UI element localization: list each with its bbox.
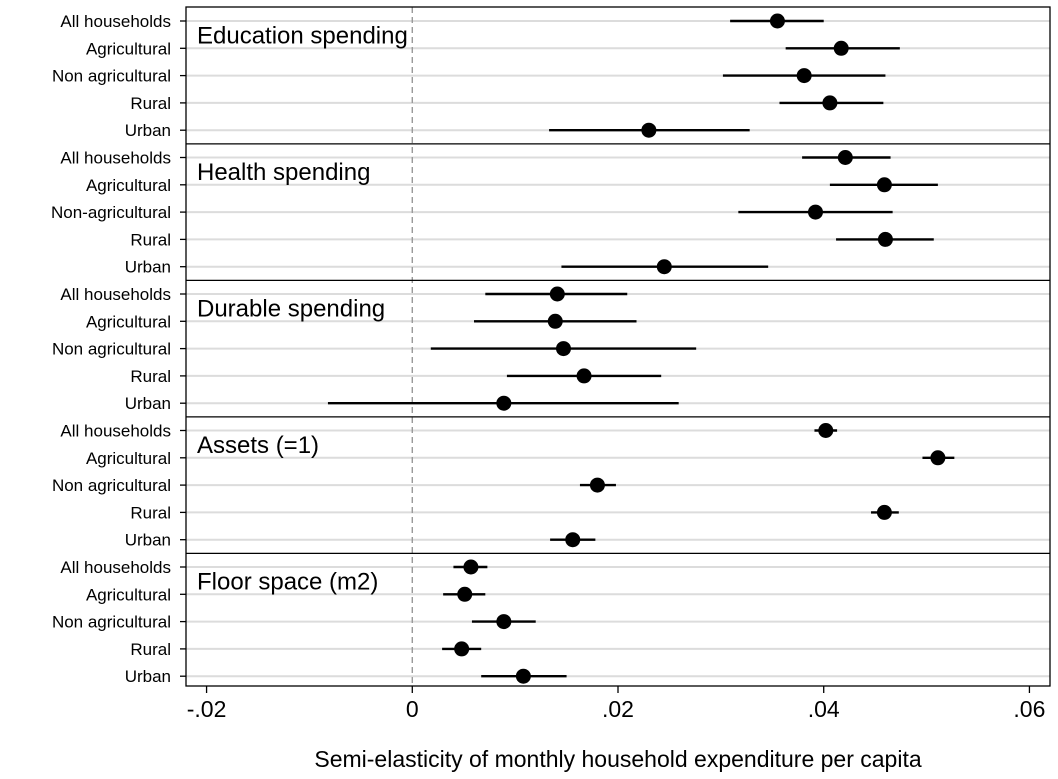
category-label: All households	[60, 12, 171, 31]
category-label: Agricultural	[86, 585, 171, 604]
estimate-point	[547, 313, 563, 329]
panel-layer: Education spending Health spending Durable…	[186, 23, 1050, 596]
x-tick-label: .04	[808, 696, 840, 722]
estimate-point	[769, 13, 785, 29]
category-labels: All households Agricultural Non agricultur…	[51, 12, 171, 686]
estimate-point	[549, 286, 565, 302]
x-tick-label: .02	[602, 696, 634, 722]
panel-title: Durable spending	[197, 296, 385, 323]
estimate-point	[822, 95, 838, 111]
category-label: Urban	[125, 531, 171, 550]
estimate-point	[565, 532, 581, 548]
x-tick-label: .06	[1013, 696, 1045, 722]
x-axis: -.02 0 .02 .04 .06	[180, 6, 1051, 722]
category-label: Non agricultural	[52, 340, 171, 359]
panel-title: Education spending	[197, 23, 408, 50]
estimate-point	[454, 641, 470, 657]
category-label: Urban	[125, 121, 171, 140]
category-label: Agricultural	[86, 176, 171, 195]
category-label: All households	[60, 422, 171, 441]
estimate-point	[807, 204, 823, 220]
category-label: Rural	[130, 367, 171, 386]
estimate-point	[796, 68, 812, 84]
marks-layer	[327, 13, 955, 684]
estimate-point	[877, 231, 893, 247]
category-label: Non agricultural	[52, 476, 171, 495]
estimate-point	[589, 477, 605, 493]
panel-title: Health spending	[197, 159, 370, 186]
category-label: All households	[60, 149, 171, 168]
category-label: Urban	[125, 667, 171, 686]
estimate-point	[837, 150, 853, 165]
category-label: All households	[60, 558, 171, 577]
category-label: Rural	[130, 230, 171, 249]
estimate-point	[656, 259, 672, 275]
category-label: Urban	[125, 394, 171, 413]
estimate-point	[833, 40, 849, 56]
estimate-point	[555, 341, 571, 357]
category-label: Non agricultural	[52, 613, 171, 632]
category-label: Agricultural	[86, 449, 171, 468]
category-label: Rural	[130, 640, 171, 659]
estimate-point	[496, 395, 512, 411]
estimate-point	[818, 423, 834, 438]
x-axis-title: Semi-elasticity of monthly household exp…	[314, 746, 921, 772]
x-tick-label: 0	[406, 696, 419, 722]
category-label: Rural	[130, 94, 171, 113]
estimate-point	[457, 586, 473, 602]
estimate-point	[463, 559, 479, 575]
category-label: All households	[60, 285, 171, 304]
category-label: Non agricultural	[52, 67, 171, 86]
panel-title: Floor space (m2)	[197, 569, 378, 596]
estimate-point	[930, 450, 946, 466]
panel-title: Assets (=1)	[197, 432, 319, 459]
category-label: Rural	[130, 503, 171, 522]
category-label: Urban	[125, 258, 171, 277]
x-tick-label: -.02	[187, 696, 227, 722]
category-label: Non-agricultural	[51, 203, 171, 222]
estimate-point	[515, 668, 531, 684]
estimate-point	[496, 614, 512, 630]
estimate-point	[641, 122, 657, 138]
category-label: Agricultural	[86, 312, 171, 331]
estimate-point	[876, 504, 892, 520]
estimate-point	[876, 177, 892, 193]
estimate-point	[576, 368, 592, 384]
category-label: Agricultural	[86, 39, 171, 58]
